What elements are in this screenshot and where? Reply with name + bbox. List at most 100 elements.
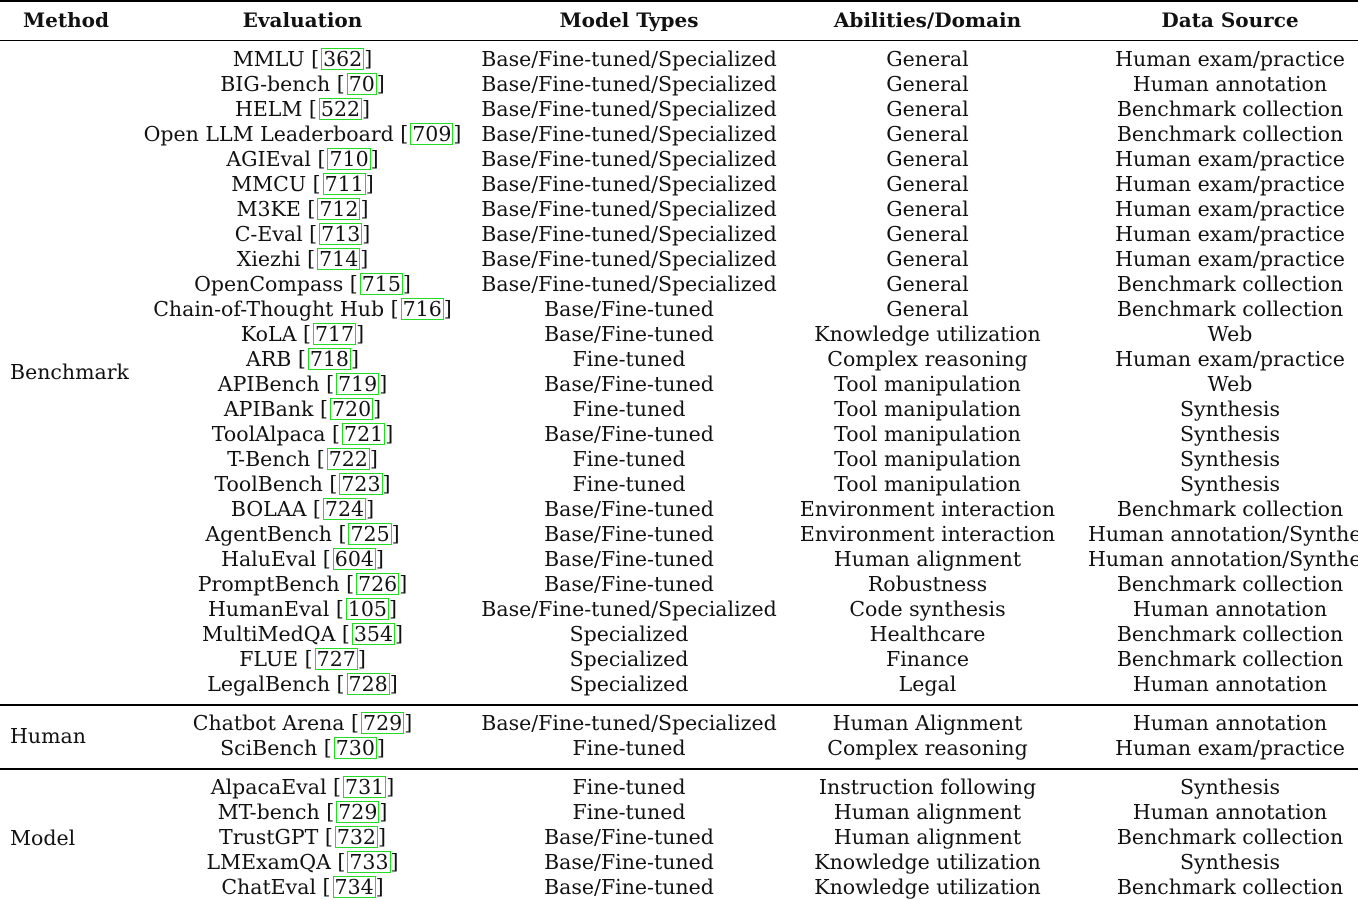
model-type-cell: Base/Fine-tuned xyxy=(544,422,714,446)
evaluation-cell: AlpacaEval [731] xyxy=(210,775,395,799)
ability-cell: Tool manipulation xyxy=(834,447,1021,471)
evaluation-name: LMExamQA xyxy=(206,850,331,874)
evaluation-name: M3KE xyxy=(236,197,301,221)
citation-link[interactable]: 729 xyxy=(361,711,405,735)
ability-cell: General xyxy=(886,272,969,296)
citation-link[interactable]: 721 xyxy=(342,422,386,446)
evaluation-cell: LMExamQA [733] xyxy=(206,850,399,874)
data-source-cell: Benchmark collection xyxy=(1116,497,1344,521)
citation-link[interactable]: 722 xyxy=(326,447,370,471)
citation-link[interactable]: 734 xyxy=(332,875,376,899)
citation-link[interactable]: 522 xyxy=(318,97,363,121)
citation-link[interactable]: 362 xyxy=(321,47,365,71)
ability-cell: Human alignment xyxy=(833,800,1022,824)
citation-link[interactable]: 729 xyxy=(336,800,380,824)
evaluation-name: APIBench xyxy=(217,372,320,396)
evaluation-name: AlpacaEval xyxy=(210,775,327,799)
citation-link[interactable]: 710 xyxy=(327,147,371,171)
citation-link[interactable]: 105 xyxy=(345,597,389,621)
method-model: Model xyxy=(10,825,76,850)
citation-link[interactable]: 711 xyxy=(322,172,366,196)
model-type-cell: Specialized xyxy=(569,647,689,671)
data-source-cell: Human annotation xyxy=(1132,672,1328,696)
evaluation-cell: ToolAlpaca [721] xyxy=(211,422,394,446)
ability-cell: Tool manipulation xyxy=(834,372,1021,396)
model-type-cell: Base/Fine-tuned/Specialized xyxy=(481,147,777,171)
data-source-cell: Human exam/practice xyxy=(1115,736,1345,760)
evaluation-name: C-Eval xyxy=(234,222,303,246)
ability-cell: General xyxy=(886,247,969,271)
citation-link[interactable]: 727 xyxy=(314,647,358,671)
model-type-cell: Base/Fine-tuned xyxy=(544,875,714,899)
data-source-cell: Synthesis xyxy=(1180,397,1280,421)
ability-cell: General xyxy=(886,122,969,146)
citation-link[interactable]: 730 xyxy=(333,736,377,760)
evaluation-cell: MT-bench [729] xyxy=(217,800,388,824)
evaluation-name: ARB xyxy=(246,347,292,371)
data-source-cell: Benchmark collection xyxy=(1116,572,1344,596)
citation-link[interactable]: 714 xyxy=(317,247,361,271)
citation-link[interactable]: 713 xyxy=(319,222,363,246)
data-source-cell: Human annotation xyxy=(1132,597,1328,621)
evaluation-cell: C-Eval [713] xyxy=(234,222,371,246)
model-type-cell: Base/Fine-tuned/Specialized xyxy=(481,272,777,296)
header-abilities-domain: Abilities/Domain xyxy=(833,8,1022,32)
citation-link[interactable]: 726 xyxy=(356,572,400,596)
top-rule xyxy=(0,0,1358,2)
citation-link[interactable]: 731 xyxy=(343,775,387,799)
citation-link[interactable]: 716 xyxy=(400,297,444,321)
data-source-cell: Human exam/practice xyxy=(1115,47,1345,71)
citation-link[interactable]: 723 xyxy=(339,472,383,496)
evaluation-name: OpenCompass xyxy=(194,272,344,296)
evaluation-name: ToolAlpaca xyxy=(211,422,326,446)
data-source-cell: Human exam/practice xyxy=(1115,197,1345,221)
data-source-cell: Human exam/practice xyxy=(1115,347,1345,371)
evaluation-cell: T-Bench [722] xyxy=(227,447,378,471)
evaluation-name: MT-bench xyxy=(217,800,320,824)
citation-link[interactable]: 354 xyxy=(351,622,396,646)
citation-link[interactable]: 70 xyxy=(346,72,377,96)
model-type-cell: Base/Fine-tuned xyxy=(544,322,714,346)
evaluation-name: AgentBench xyxy=(205,522,332,546)
citation-link[interactable]: 724 xyxy=(322,497,367,521)
model-type-cell: Base/Fine-tuned/Specialized xyxy=(481,197,777,221)
citation-link[interactable]: 717 xyxy=(312,322,357,346)
model-type-cell: Specialized xyxy=(569,622,689,646)
evaluation-cell: Chatbot Arena [729] xyxy=(192,711,413,735)
evaluation-name: LegalBench xyxy=(207,672,331,696)
data-source-cell: Benchmark collection xyxy=(1116,97,1344,121)
evaluation-name: ChatEval xyxy=(221,875,317,899)
data-source-cell: Human exam/practice xyxy=(1115,147,1345,171)
citation-link[interactable]: 733 xyxy=(347,850,391,874)
citation-link[interactable]: 604 xyxy=(332,547,376,571)
ability-cell: Knowledge utilization xyxy=(814,850,1041,874)
ability-cell: Instruction following xyxy=(818,775,1037,799)
header-data-source: Data Source xyxy=(1161,8,1299,32)
ability-cell: Legal xyxy=(898,672,957,696)
model-type-cell: Fine-tuned xyxy=(572,347,686,371)
evaluation-name: TrustGPT xyxy=(219,825,319,849)
citation-link[interactable]: 718 xyxy=(307,347,351,371)
evaluation-name: MMLU xyxy=(232,47,305,71)
model-type-cell: Base/Fine-tuned/Specialized xyxy=(481,247,777,271)
evaluation-cell: BOLAA [724] xyxy=(230,497,375,521)
ability-cell: Human Alignment xyxy=(832,711,1023,735)
citation-link[interactable]: 709 xyxy=(410,122,454,146)
citation-link[interactable]: 732 xyxy=(334,825,378,849)
evaluation-cell: APIBank [720] xyxy=(223,397,382,421)
model-type-cell: Base/Fine-tuned/Specialized xyxy=(481,47,777,71)
model-type-cell: Specialized xyxy=(569,672,689,696)
evaluation-cell: AgentBench [725] xyxy=(205,522,400,546)
citation-link[interactable]: 728 xyxy=(346,672,390,696)
citation-link[interactable]: 720 xyxy=(329,397,374,421)
method-human: Human xyxy=(10,724,86,748)
citation-link[interactable]: 715 xyxy=(359,272,403,296)
citation-link[interactable]: 719 xyxy=(336,372,380,396)
evaluation-name: BOLAA xyxy=(230,497,307,521)
ability-cell: Environment interaction xyxy=(799,522,1056,546)
data-source-cell: Human annotation xyxy=(1132,800,1328,824)
data-source-cell: Benchmark collection xyxy=(1116,122,1344,146)
citation-link[interactable]: 725 xyxy=(348,522,392,546)
citation-link[interactable]: 712 xyxy=(317,197,361,221)
ability-cell: Tool manipulation xyxy=(834,397,1021,421)
